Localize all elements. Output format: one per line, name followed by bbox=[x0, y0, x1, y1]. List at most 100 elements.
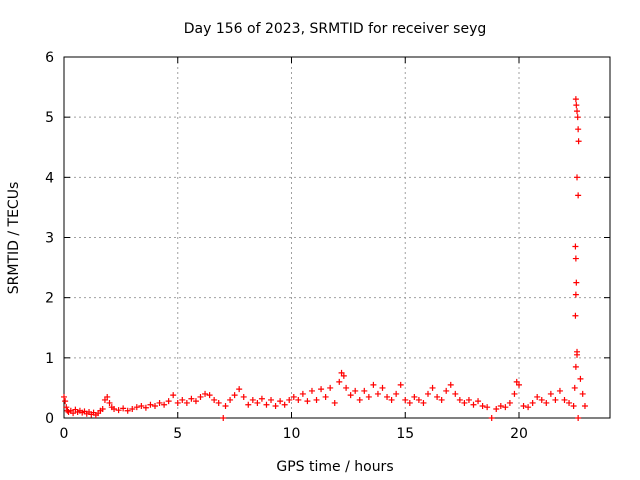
data-point bbox=[529, 399, 536, 406]
data-point bbox=[263, 401, 270, 408]
data-point bbox=[493, 405, 500, 412]
data-point bbox=[516, 381, 522, 388]
data-point bbox=[570, 402, 577, 409]
data-point bbox=[202, 390, 209, 397]
data-point bbox=[245, 401, 252, 408]
data-point bbox=[456, 396, 463, 403]
y-tick-label: 4 bbox=[45, 170, 54, 186]
data-point bbox=[268, 396, 275, 403]
data-point bbox=[406, 399, 413, 406]
data-point bbox=[447, 381, 454, 388]
data-point bbox=[452, 390, 459, 397]
data-point bbox=[572, 291, 579, 298]
data-point bbox=[497, 402, 504, 409]
data-point bbox=[206, 392, 213, 399]
data-point bbox=[388, 396, 395, 403]
data-point bbox=[290, 393, 297, 400]
data-point bbox=[129, 405, 136, 412]
data-point bbox=[254, 399, 261, 406]
x-axis-label: GPS time / hours bbox=[276, 459, 393, 475]
data-point bbox=[425, 390, 431, 397]
data-point bbox=[286, 396, 293, 403]
data-point bbox=[299, 390, 306, 397]
data-point bbox=[429, 384, 436, 391]
data-point bbox=[340, 372, 347, 379]
data-point bbox=[384, 393, 391, 400]
data-point bbox=[211, 396, 218, 403]
data-point bbox=[465, 396, 472, 403]
data-point bbox=[61, 393, 67, 400]
data-point bbox=[124, 407, 131, 414]
data-point bbox=[222, 402, 229, 409]
data-point bbox=[295, 396, 302, 403]
data-point bbox=[336, 378, 343, 385]
data-point bbox=[575, 415, 582, 421]
data-point bbox=[411, 393, 418, 400]
data-point bbox=[402, 396, 409, 403]
data-point bbox=[231, 392, 238, 399]
data-point bbox=[313, 396, 320, 403]
data-point bbox=[281, 401, 288, 408]
data-point bbox=[574, 114, 581, 121]
data-point bbox=[572, 312, 579, 319]
data-point bbox=[397, 381, 404, 388]
data-point bbox=[525, 404, 532, 411]
data-point bbox=[393, 390, 400, 397]
data-point bbox=[579, 390, 586, 397]
y-tick-label: 0 bbox=[45, 411, 54, 427]
data-point bbox=[434, 393, 441, 400]
data-point bbox=[415, 396, 422, 403]
y-tick-label: 5 bbox=[45, 110, 54, 126]
data-point bbox=[488, 415, 495, 421]
data-point bbox=[443, 387, 450, 394]
data-point bbox=[215, 399, 222, 406]
data-point bbox=[70, 410, 77, 417]
data-point bbox=[574, 351, 581, 358]
data-point bbox=[156, 399, 163, 406]
data-point bbox=[111, 405, 118, 412]
data-point bbox=[370, 381, 377, 388]
data-point bbox=[556, 387, 563, 394]
data-point bbox=[170, 392, 177, 399]
chart-title: Day 156 of 2023, SRMTID for receiver sey… bbox=[184, 21, 487, 37]
data-point bbox=[561, 396, 568, 403]
data-point bbox=[318, 386, 325, 393]
data-point bbox=[575, 126, 582, 133]
data-point bbox=[147, 401, 154, 408]
data-point bbox=[99, 405, 106, 412]
data-point bbox=[236, 386, 243, 393]
data-point bbox=[538, 396, 545, 403]
data-point bbox=[420, 399, 427, 406]
data-point bbox=[352, 387, 359, 394]
data-point bbox=[277, 398, 284, 405]
data-point bbox=[572, 363, 579, 370]
data-point bbox=[572, 96, 579, 103]
data-point bbox=[188, 395, 195, 402]
data-point bbox=[322, 393, 329, 400]
y-axis-label: SRMTID / TECUs bbox=[6, 182, 22, 295]
data-point bbox=[461, 399, 468, 406]
data-point bbox=[484, 404, 491, 411]
data-point bbox=[520, 402, 527, 409]
data-point bbox=[581, 402, 588, 409]
data-point bbox=[227, 396, 234, 403]
data-point bbox=[566, 399, 573, 406]
x-tick-label: 20 bbox=[510, 426, 528, 442]
y-tick-label: 1 bbox=[45, 351, 54, 367]
x-tick-label: 15 bbox=[396, 426, 414, 442]
data-point bbox=[115, 407, 122, 414]
data-point bbox=[331, 399, 338, 406]
data-point bbox=[161, 401, 168, 408]
data-point bbox=[106, 399, 113, 406]
data-point bbox=[249, 396, 256, 403]
data-point bbox=[470, 401, 477, 408]
data-point bbox=[506, 399, 513, 406]
y-tick-label: 3 bbox=[45, 231, 54, 247]
data-point bbox=[502, 404, 509, 411]
data-point bbox=[573, 279, 580, 286]
data-point bbox=[573, 102, 580, 109]
data-point bbox=[365, 393, 372, 400]
data-point bbox=[308, 387, 315, 394]
data-point bbox=[338, 369, 345, 376]
data-point bbox=[379, 384, 386, 391]
